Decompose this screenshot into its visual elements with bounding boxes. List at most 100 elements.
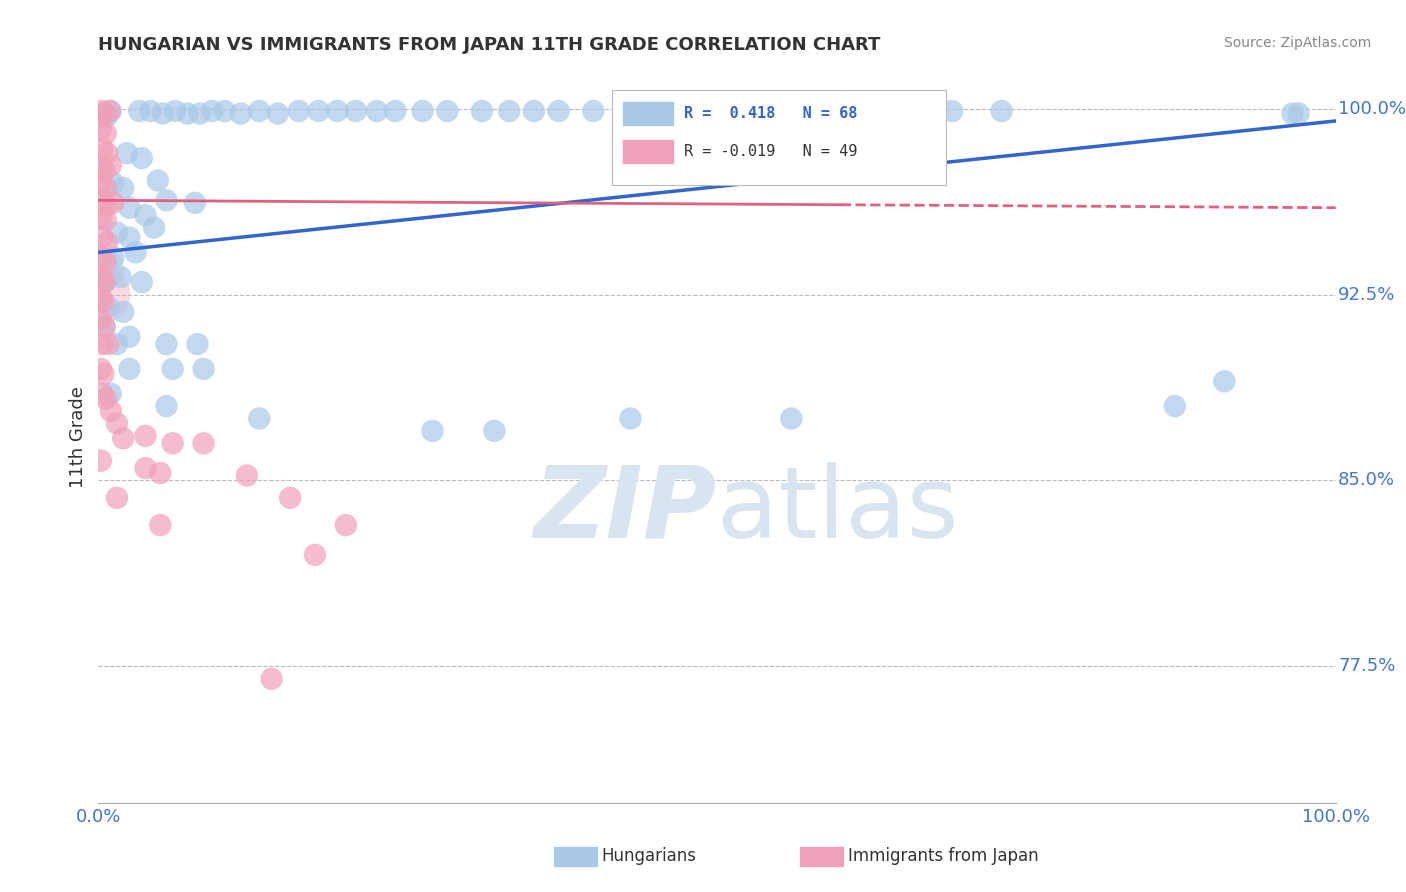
Point: [155, 399, 177, 413]
Point: [619, 411, 641, 425]
Point: [631, 103, 654, 118]
Point: [91, 230, 114, 244]
Point: [96, 198, 118, 212]
Point: [229, 106, 252, 120]
Point: [103, 195, 125, 210]
Point: [523, 103, 546, 118]
Point: [94, 392, 117, 406]
Point: [308, 103, 330, 118]
FancyBboxPatch shape: [621, 139, 673, 164]
Point: [184, 195, 207, 210]
FancyBboxPatch shape: [621, 102, 673, 127]
Point: [335, 518, 357, 533]
Text: R =  0.418   N = 68: R = 0.418 N = 68: [683, 106, 858, 121]
Point: [105, 337, 128, 351]
Point: [90, 453, 112, 467]
Point: [344, 103, 367, 118]
Point: [582, 103, 605, 118]
Point: [94, 213, 117, 227]
Point: [100, 404, 122, 418]
Point: [105, 417, 128, 431]
Point: [91, 106, 114, 120]
Point: [152, 106, 174, 120]
Point: [214, 103, 236, 118]
Point: [96, 235, 118, 250]
Point: [90, 287, 112, 301]
Point: [100, 386, 122, 401]
Point: [247, 411, 270, 425]
Point: [267, 106, 290, 120]
Point: [93, 275, 115, 289]
Point: [471, 103, 494, 118]
Point: [498, 103, 520, 118]
Point: [1281, 106, 1303, 120]
Point: [100, 159, 122, 173]
Text: Source: ZipAtlas.com: Source: ZipAtlas.com: [1223, 36, 1371, 50]
Point: [134, 461, 156, 475]
Point: [118, 230, 141, 244]
Point: [143, 220, 166, 235]
Point: [288, 103, 311, 118]
Point: [94, 181, 117, 195]
Point: [97, 300, 120, 314]
Point: [90, 176, 112, 190]
Point: [93, 367, 115, 381]
Point: [93, 106, 115, 120]
Point: [93, 319, 115, 334]
Point: [131, 151, 153, 165]
Point: [91, 386, 114, 401]
Point: [304, 548, 326, 562]
Point: [90, 121, 112, 136]
Point: [186, 337, 208, 351]
Text: 100.0%: 100.0%: [1339, 100, 1406, 118]
Point: [112, 181, 135, 195]
Point: [149, 518, 172, 533]
Point: [162, 362, 184, 376]
Point: [94, 126, 117, 140]
Point: [131, 275, 153, 289]
Point: [366, 103, 388, 118]
Point: [188, 106, 211, 120]
Point: [98, 103, 121, 118]
Point: [93, 295, 115, 310]
Point: [134, 429, 156, 443]
Point: [100, 103, 122, 118]
Point: [547, 103, 569, 118]
Point: [134, 208, 156, 222]
Point: [139, 103, 162, 118]
Point: [91, 194, 114, 208]
Point: [90, 312, 112, 326]
Point: [90, 211, 112, 225]
Point: [412, 103, 434, 118]
Point: [90, 103, 112, 118]
Point: [118, 329, 141, 343]
Text: Immigrants from Japan: Immigrants from Japan: [848, 847, 1039, 865]
Point: [247, 103, 270, 118]
Point: [93, 275, 115, 289]
Point: [105, 226, 128, 240]
Text: 92.5%: 92.5%: [1339, 285, 1396, 303]
FancyBboxPatch shape: [612, 90, 946, 185]
Point: [155, 337, 177, 351]
Point: [422, 424, 444, 438]
Point: [115, 146, 138, 161]
Point: [146, 173, 169, 187]
Point: [1213, 374, 1236, 388]
Text: Hungarians: Hungarians: [602, 847, 697, 865]
Point: [1164, 399, 1187, 413]
Point: [118, 362, 141, 376]
Y-axis label: 11th Grade: 11th Grade: [69, 386, 87, 488]
Point: [1288, 106, 1310, 120]
Point: [384, 103, 406, 118]
Point: [97, 337, 120, 351]
Text: 77.5%: 77.5%: [1339, 657, 1396, 675]
Point: [112, 305, 135, 319]
Point: [90, 362, 112, 376]
Point: [326, 103, 349, 118]
Point: [91, 141, 114, 155]
Point: [155, 194, 177, 208]
Point: [162, 436, 184, 450]
Text: R = -0.019   N = 49: R = -0.019 N = 49: [683, 145, 858, 160]
Point: [112, 431, 135, 445]
Text: HUNGARIAN VS IMMIGRANTS FROM JAPAN 11TH GRADE CORRELATION CHART: HUNGARIAN VS IMMIGRANTS FROM JAPAN 11TH …: [98, 36, 880, 54]
